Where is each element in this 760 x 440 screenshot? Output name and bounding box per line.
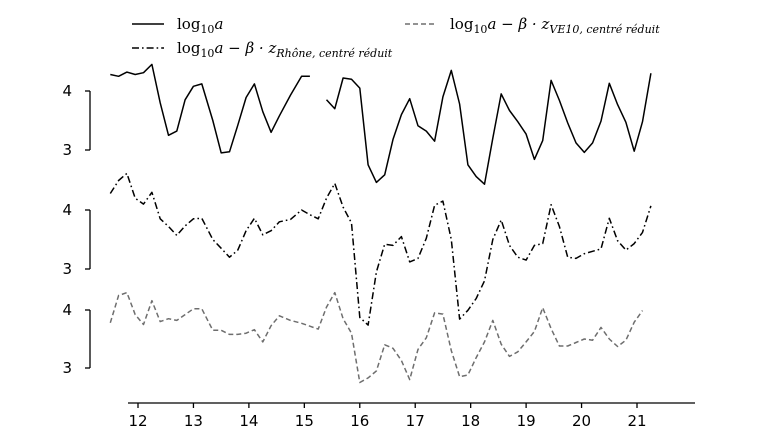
y-tick-label: 4 [62,301,72,319]
x-tick-label: 15 [295,412,314,430]
y-tick-label: 4 [62,82,72,100]
x-tick-label: 12 [128,412,147,430]
legend-label: log10a − β · zVE10, centré réduit [450,15,660,36]
legend-label: log10a [177,15,223,36]
x-tick-label: 21 [627,412,646,430]
series-line-1 [325,69,652,185]
series-line-2 [109,172,652,326]
y-tick-label: 4 [62,201,72,219]
legend-entry-2: log10a − β · zRhône, centré réduit [132,39,393,60]
y-tick-label: 3 [62,141,72,159]
panel-3: 34 [62,291,644,384]
x-tick-label: 20 [572,412,591,430]
y-tick-label: 3 [62,359,72,377]
y-tick-label: 3 [62,260,72,278]
x-tick-label: 16 [350,412,369,430]
legend-entry-3: log10a − β · zVE10, centré réduit [405,15,660,36]
x-tick-label: 17 [406,412,425,430]
x-axis: 12 13 14 15 16 17 18 19 20 21 [128,402,695,430]
legend-entry-1: log10a [132,15,223,36]
x-tick-label: 14 [239,412,258,430]
panel-1: 34 [62,63,652,185]
series-line-3 [109,291,644,384]
x-tick-label: 13 [184,412,203,430]
x-tick-label: 18 [461,412,480,430]
x-tick-label: 19 [517,412,536,430]
legend-label: log10a − β · zRhône, centré réduit [177,39,393,60]
legend: log10a log10a − β · zRhône, centré réduit… [132,15,660,60]
panel-2: 34 [62,172,652,326]
series-line-1 [110,63,310,154]
